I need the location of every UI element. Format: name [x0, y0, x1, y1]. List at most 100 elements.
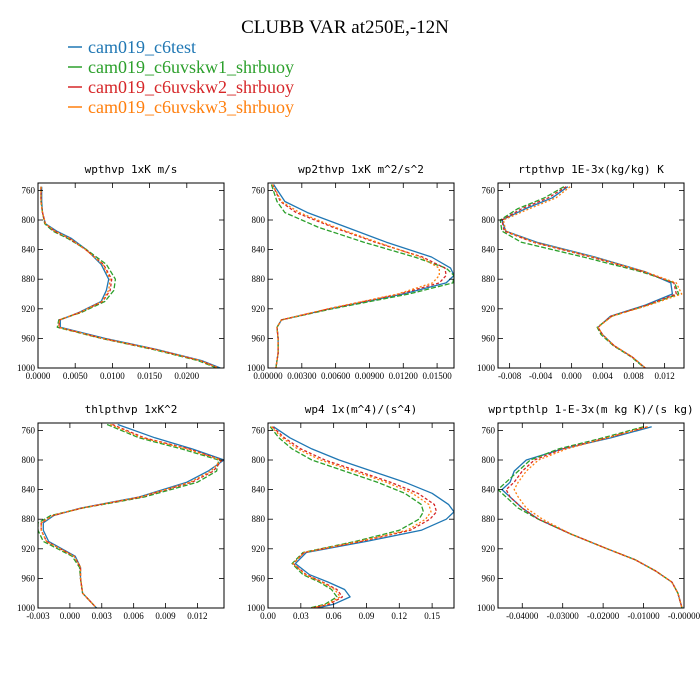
y-tick-label: 960 [482, 333, 496, 343]
y-tick-label: 840 [482, 245, 496, 255]
y-tick-label: 760 [482, 425, 496, 435]
chart-panel: wpthvp 1xK m/s76080084088092096010000.00… [17, 163, 225, 381]
x-tick-label: 0.003 [92, 611, 113, 621]
series-line [271, 184, 440, 368]
plot-frame [37, 182, 225, 369]
y-tick-label: 800 [252, 455, 266, 465]
y-tick-label: 760 [252, 185, 266, 195]
legend-entry: cam019_c6uvskw1_shrbuoy [88, 57, 294, 77]
y-tick-label: 880 [22, 514, 36, 524]
x-tick-label: -0.02000 [587, 611, 620, 621]
y-tick-label: 880 [252, 274, 266, 284]
series-line [40, 423, 222, 608]
series-line [40, 186, 220, 368]
series-line [269, 426, 425, 608]
series-line [38, 423, 220, 608]
legend-entry: cam019_c6uvskw2_shrbuoy [88, 77, 294, 97]
y-tick-label: 760 [252, 425, 266, 435]
y-tick-label: 800 [482, 215, 496, 225]
y-tick-label: 880 [252, 514, 266, 524]
y-tick-label: 920 [482, 544, 496, 554]
x-tick-label: 0.15 [424, 611, 440, 621]
chart-panels: wpthvp 1xK m/s76080084088092096010000.00… [17, 163, 700, 621]
x-tick-label: 0.012 [187, 611, 207, 621]
x-tick-label: 0.00000 [253, 371, 283, 381]
x-tick-label: -0.003 [26, 611, 50, 621]
series-line [501, 186, 677, 368]
y-tick-label: 1000 [477, 363, 496, 373]
chart-panel: rtpthvp 1E-3x(kg/kg) K 760 800 840 880 920 960… [477, 163, 685, 381]
x-tick-label: 0.004 [593, 371, 614, 381]
y-tick-label: 1000 [17, 363, 36, 373]
y-tick-label: 880 [22, 274, 36, 284]
x-tick-label: 0.00600 [321, 371, 351, 381]
series-line [41, 186, 221, 368]
y-tick-label: 920 [252, 544, 266, 554]
y-tick-label: 1000 [247, 363, 266, 373]
x-tick-label: -0.01000 [627, 611, 660, 621]
x-tick-label: 0.0150 [137, 371, 162, 381]
chart-panel: wp2thvp 1xK m^2/s^2 760 800 840 880 920 960 100… [247, 163, 455, 381]
x-tick-label: 0.0000 [26, 371, 51, 381]
y-tick-label: 1000 [17, 603, 36, 613]
series-line [40, 186, 220, 368]
x-tick-label: -0.008 [498, 371, 522, 381]
y-tick-label: 760 [482, 185, 496, 195]
x-tick-label: 0.006 [124, 611, 145, 621]
series-line [273, 426, 454, 608]
y-tick-label: 840 [22, 485, 36, 495]
y-tick-label: 960 [482, 573, 496, 583]
x-tick-label: 0.00900 [355, 371, 385, 381]
plot-frame [497, 422, 685, 609]
panel-title: wp4 1x(m^4)/(s^4) [305, 403, 418, 416]
x-tick-label: 0.03 [293, 611, 309, 621]
series-line [270, 184, 454, 368]
y-tick-label: 920 [482, 304, 496, 314]
y-tick-label: 800 [22, 455, 36, 465]
plot-frame [267, 182, 455, 369]
y-tick-label: 880 [482, 274, 496, 284]
legend-entry: cam019_c6uvskw3_shrbuoy [88, 97, 294, 117]
x-tick-label: 0.00300 [287, 371, 317, 381]
y-tick-label: 960 [252, 573, 266, 583]
x-tick-label: -0.03000 [547, 611, 580, 621]
plot-frame [497, 182, 685, 369]
x-tick-label: 0.009 [155, 611, 176, 621]
x-tick-label: -0.00000 [668, 611, 700, 621]
y-tick-label: 920 [252, 304, 266, 314]
y-tick-label: 800 [482, 455, 496, 465]
y-tick-label: 840 [22, 245, 36, 255]
y-tick-label: 920 [22, 544, 36, 554]
x-tick-label: 0.09 [359, 611, 375, 621]
y-tick-label: 1000 [477, 603, 496, 613]
y-tick-label: 960 [22, 573, 36, 583]
series-line [498, 426, 683, 608]
panel-title: wpthvp 1xK m/s [85, 163, 178, 176]
x-tick-label: 0.0100 [100, 371, 125, 381]
panel-title: rtpthvp 1E-3x(kg/kg) K [518, 163, 664, 176]
series-line [270, 426, 432, 608]
plot-frame [37, 422, 225, 609]
panel-title: wprtpthlp 1-E-3x(m kg K)/(s kg) [488, 403, 693, 416]
x-tick-label: 0.000 [60, 611, 81, 621]
y-tick-label: 800 [22, 215, 36, 225]
chart-panel: thlpthvp 1xK^2 760 800 840 880 920 960 1000-0.0… [17, 403, 225, 621]
series-line [502, 186, 683, 368]
series-line [501, 426, 683, 608]
y-tick-label: 960 [22, 333, 36, 343]
x-tick-label: -0.04000 [506, 611, 539, 621]
y-tick-label: 840 [252, 485, 266, 495]
series-line [501, 186, 674, 368]
x-tick-label: 0.00 [260, 611, 276, 621]
series-line [499, 186, 680, 368]
y-tick-label: 760 [22, 425, 36, 435]
series-line [271, 184, 447, 368]
legend: cam019_c6testcam019_c6uvskw1_shrbuoycam0… [68, 37, 294, 117]
series-line [42, 423, 224, 608]
x-tick-label: 0.0050 [63, 371, 88, 381]
legend-entry: cam019_c6test [88, 37, 196, 57]
x-tick-label: -0.004 [529, 371, 553, 381]
x-tick-label: 0.0200 [174, 371, 199, 381]
chart-panel: wp4 1x(m^4)/(s^4)76080084088092096010000… [247, 403, 455, 621]
